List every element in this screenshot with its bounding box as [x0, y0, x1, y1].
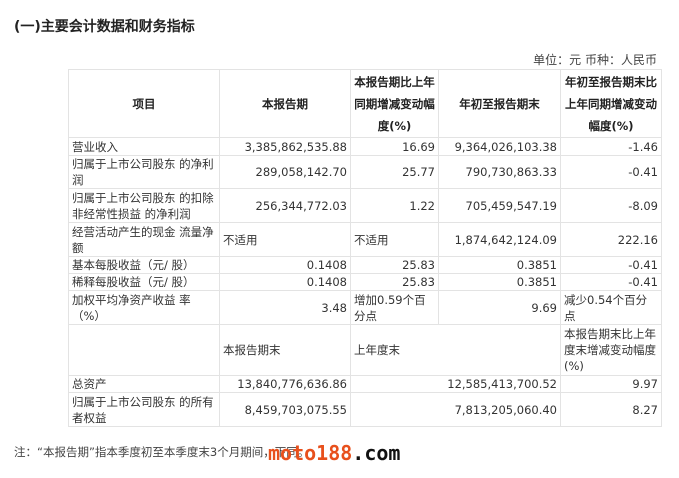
- table-cell: 7,813,205,060.40: [350, 392, 561, 427]
- table-cell: -1.46: [560, 137, 662, 156]
- table-cell: 705,459,547.19: [438, 188, 561, 223]
- table-cell: 3.48: [219, 290, 351, 325]
- table-cell: 25.83: [350, 273, 439, 291]
- table-cell: 归属于上市公司股东 的所有者权益: [68, 392, 220, 427]
- table-cell: 营业收入: [68, 137, 220, 156]
- section-title: (一)主要会计数据和财务指标: [14, 19, 195, 35]
- table-row: 稀释每股收益（元/ 股） 0.1408 25.83 0.3851 -0.41: [68, 273, 662, 291]
- table-cell: 归属于上市公司股东 的扣除非经常性损益 的净利润: [68, 188, 220, 223]
- table-cell: 增加0.59个百分点: [350, 290, 439, 325]
- table-cell: 222.16: [560, 222, 662, 257]
- table-cell: 不适用: [219, 222, 351, 257]
- table-cell: 9,364,026,103.38: [438, 137, 561, 156]
- watermark-part: moto188: [268, 441, 353, 465]
- table-cell: 16.69: [350, 137, 439, 156]
- table-cell: 归属于上市公司股东 的净利润: [68, 155, 220, 189]
- table-row: 归属于上市公司股东 的净利润 289,058,142.70 25.77 790,730…: [68, 155, 662, 189]
- table-cell: 不适用: [350, 222, 439, 257]
- table-cell: 289,058,142.70: [219, 155, 351, 189]
- table-row: 归属于上市公司股东 的所有者权益 8,459,703,075.55 7,813,20…: [68, 392, 662, 427]
- table-cell: 稀释每股收益（元/ 股）: [68, 273, 220, 291]
- subheader-cell: 上年度末: [350, 324, 561, 376]
- table-row: 经营活动产生的现金 流量净额 不适用 不适用 1,874,642,124.09 222.…: [68, 222, 662, 257]
- table-cell: 8,459,703,075.55: [219, 392, 351, 427]
- table-cell: 9.69: [438, 290, 561, 325]
- watermark-logo: moto188.com: [268, 441, 400, 465]
- financial-table: 项目 本报告期 本报告期比上年同期增减变动幅度(%) 年初至报告期末 年初至报告…: [68, 69, 662, 427]
- table-cell: 8.27: [560, 392, 662, 427]
- table-cell: -8.09: [560, 188, 662, 223]
- table-cell: 0.1408: [219, 256, 351, 274]
- header-cell: 本报告期比上年同期增减变动幅度(%): [350, 69, 439, 138]
- subheader-cell: [68, 324, 220, 376]
- table-cell: 1,874,642,124.09: [438, 222, 561, 257]
- header-cell: 年初至报告期末: [438, 69, 561, 138]
- header-cell: 年初至报告期末比上年同期增减变动幅度(%): [560, 69, 662, 138]
- table-cell: 基本每股收益（元/ 股）: [68, 256, 220, 274]
- table-cell: 3,385,862,535.88: [219, 137, 351, 156]
- table-cell: -0.41: [560, 273, 662, 291]
- table-cell: 总资产: [68, 375, 220, 393]
- table-cell: 25.77: [350, 155, 439, 189]
- table-row: 基本每股收益（元/ 股） 0.1408 25.83 0.3851 -0.41: [68, 256, 662, 274]
- subheader-cell: 本报告期末比上年度末增减变动幅度(%): [560, 324, 662, 376]
- table-row: 营业收入 3,385,862,535.88 16.69 9,364,026,103.3…: [68, 137, 662, 156]
- table-cell: 790,730,863.33: [438, 155, 561, 189]
- table-cell: -0.41: [560, 155, 662, 189]
- subheader-row: 本报告期末 上年度末 本报告期末比上年度末增减变动幅度(%): [68, 324, 662, 376]
- header-cell: 项目: [68, 69, 220, 138]
- table-cell: 经营活动产生的现金 流量净额: [68, 222, 220, 257]
- table-cell: 9.97: [560, 375, 662, 393]
- table-row: 加权平均净资产收益 率（%） 3.48 增加0.59个百分点 9.69 减少0.54个百…: [68, 290, 662, 325]
- unit-label: 单位：元 币种：人民币: [533, 53, 657, 67]
- table-cell: 0.3851: [438, 256, 561, 274]
- table-cell: 1.22: [350, 188, 439, 223]
- table-row: 归属于上市公司股东 的扣除非经常性损益 的净利润 256,344,772.03 1.…: [68, 188, 662, 223]
- table-cell: -0.41: [560, 256, 662, 274]
- header-row: 项目 本报告期 本报告期比上年同期增减变动幅度(%) 年初至报告期末 年初至报告…: [68, 69, 662, 138]
- table-row: 总资产 13,840,776,636.86 12,585,413,700.52 9.9…: [68, 375, 662, 393]
- table-cell: 13,840,776,636.86: [219, 375, 351, 393]
- header-cell: 本报告期: [219, 69, 351, 138]
- table-cell: 25.83: [350, 256, 439, 274]
- table-cell: 减少0.54个百分点: [560, 290, 662, 325]
- table-cell: 0.3851: [438, 273, 561, 291]
- table-cell: 256,344,772.03: [219, 188, 351, 223]
- footnote: 注：“本报告期”指本季度初至本季度末3个月期间，下同。: [14, 445, 310, 459]
- table-cell: 12,585,413,700.52: [350, 375, 561, 393]
- table-cell: 0.1408: [219, 273, 351, 291]
- watermark-part: .com: [352, 441, 401, 465]
- table-cell: 加权平均净资产收益 率（%）: [68, 290, 220, 325]
- subheader-cell: 本报告期末: [219, 324, 351, 376]
